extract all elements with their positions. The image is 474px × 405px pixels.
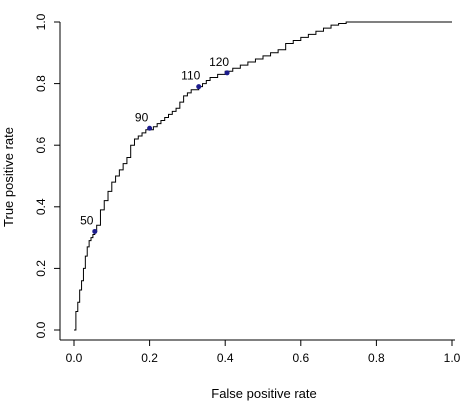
x-ticks: 0.0 0.2 0.4 0.6 0.8 1.0 [66,340,461,365]
x-tick-label: 0.0 [66,351,83,365]
x-tick-label: 0.2 [141,351,158,365]
points-layer: 50 90 110 120 [80,55,230,234]
cut-point-label: 50 [80,213,94,227]
y-tick-label: 0.2 [34,260,48,277]
x-tick-label: 0.8 [368,351,385,365]
cut-point-label: 110 [181,69,200,83]
x-tick-label: 0.6 [292,351,309,365]
x-axis-label: False positive rate [211,386,317,401]
cut-point-marker [147,125,153,131]
y-tick-label: 0.6 [34,137,48,154]
y-ticks: 0.0 0.2 0.4 0.6 0.8 1.0 [34,13,60,338]
y-axis-label: True positive rate [1,127,16,227]
cut-point-marker [196,84,202,90]
x-tick-label: 1.0 [444,351,461,365]
series-layer [74,21,452,331]
roc-curve-line [74,21,452,331]
cut-point-label: 120 [209,55,229,69]
cut-point-marker [92,228,98,234]
cut-point-marker [224,70,230,76]
y-tick-label: 0.8 [34,75,48,92]
x-tick-label: 0.4 [217,351,234,365]
cut-point-label: 90 [135,110,149,124]
y-tick-label: 0.4 [34,198,48,215]
axes [59,22,455,341]
y-tick-label: 0.0 [34,321,48,338]
y-tick-label: 1.0 [34,13,48,30]
